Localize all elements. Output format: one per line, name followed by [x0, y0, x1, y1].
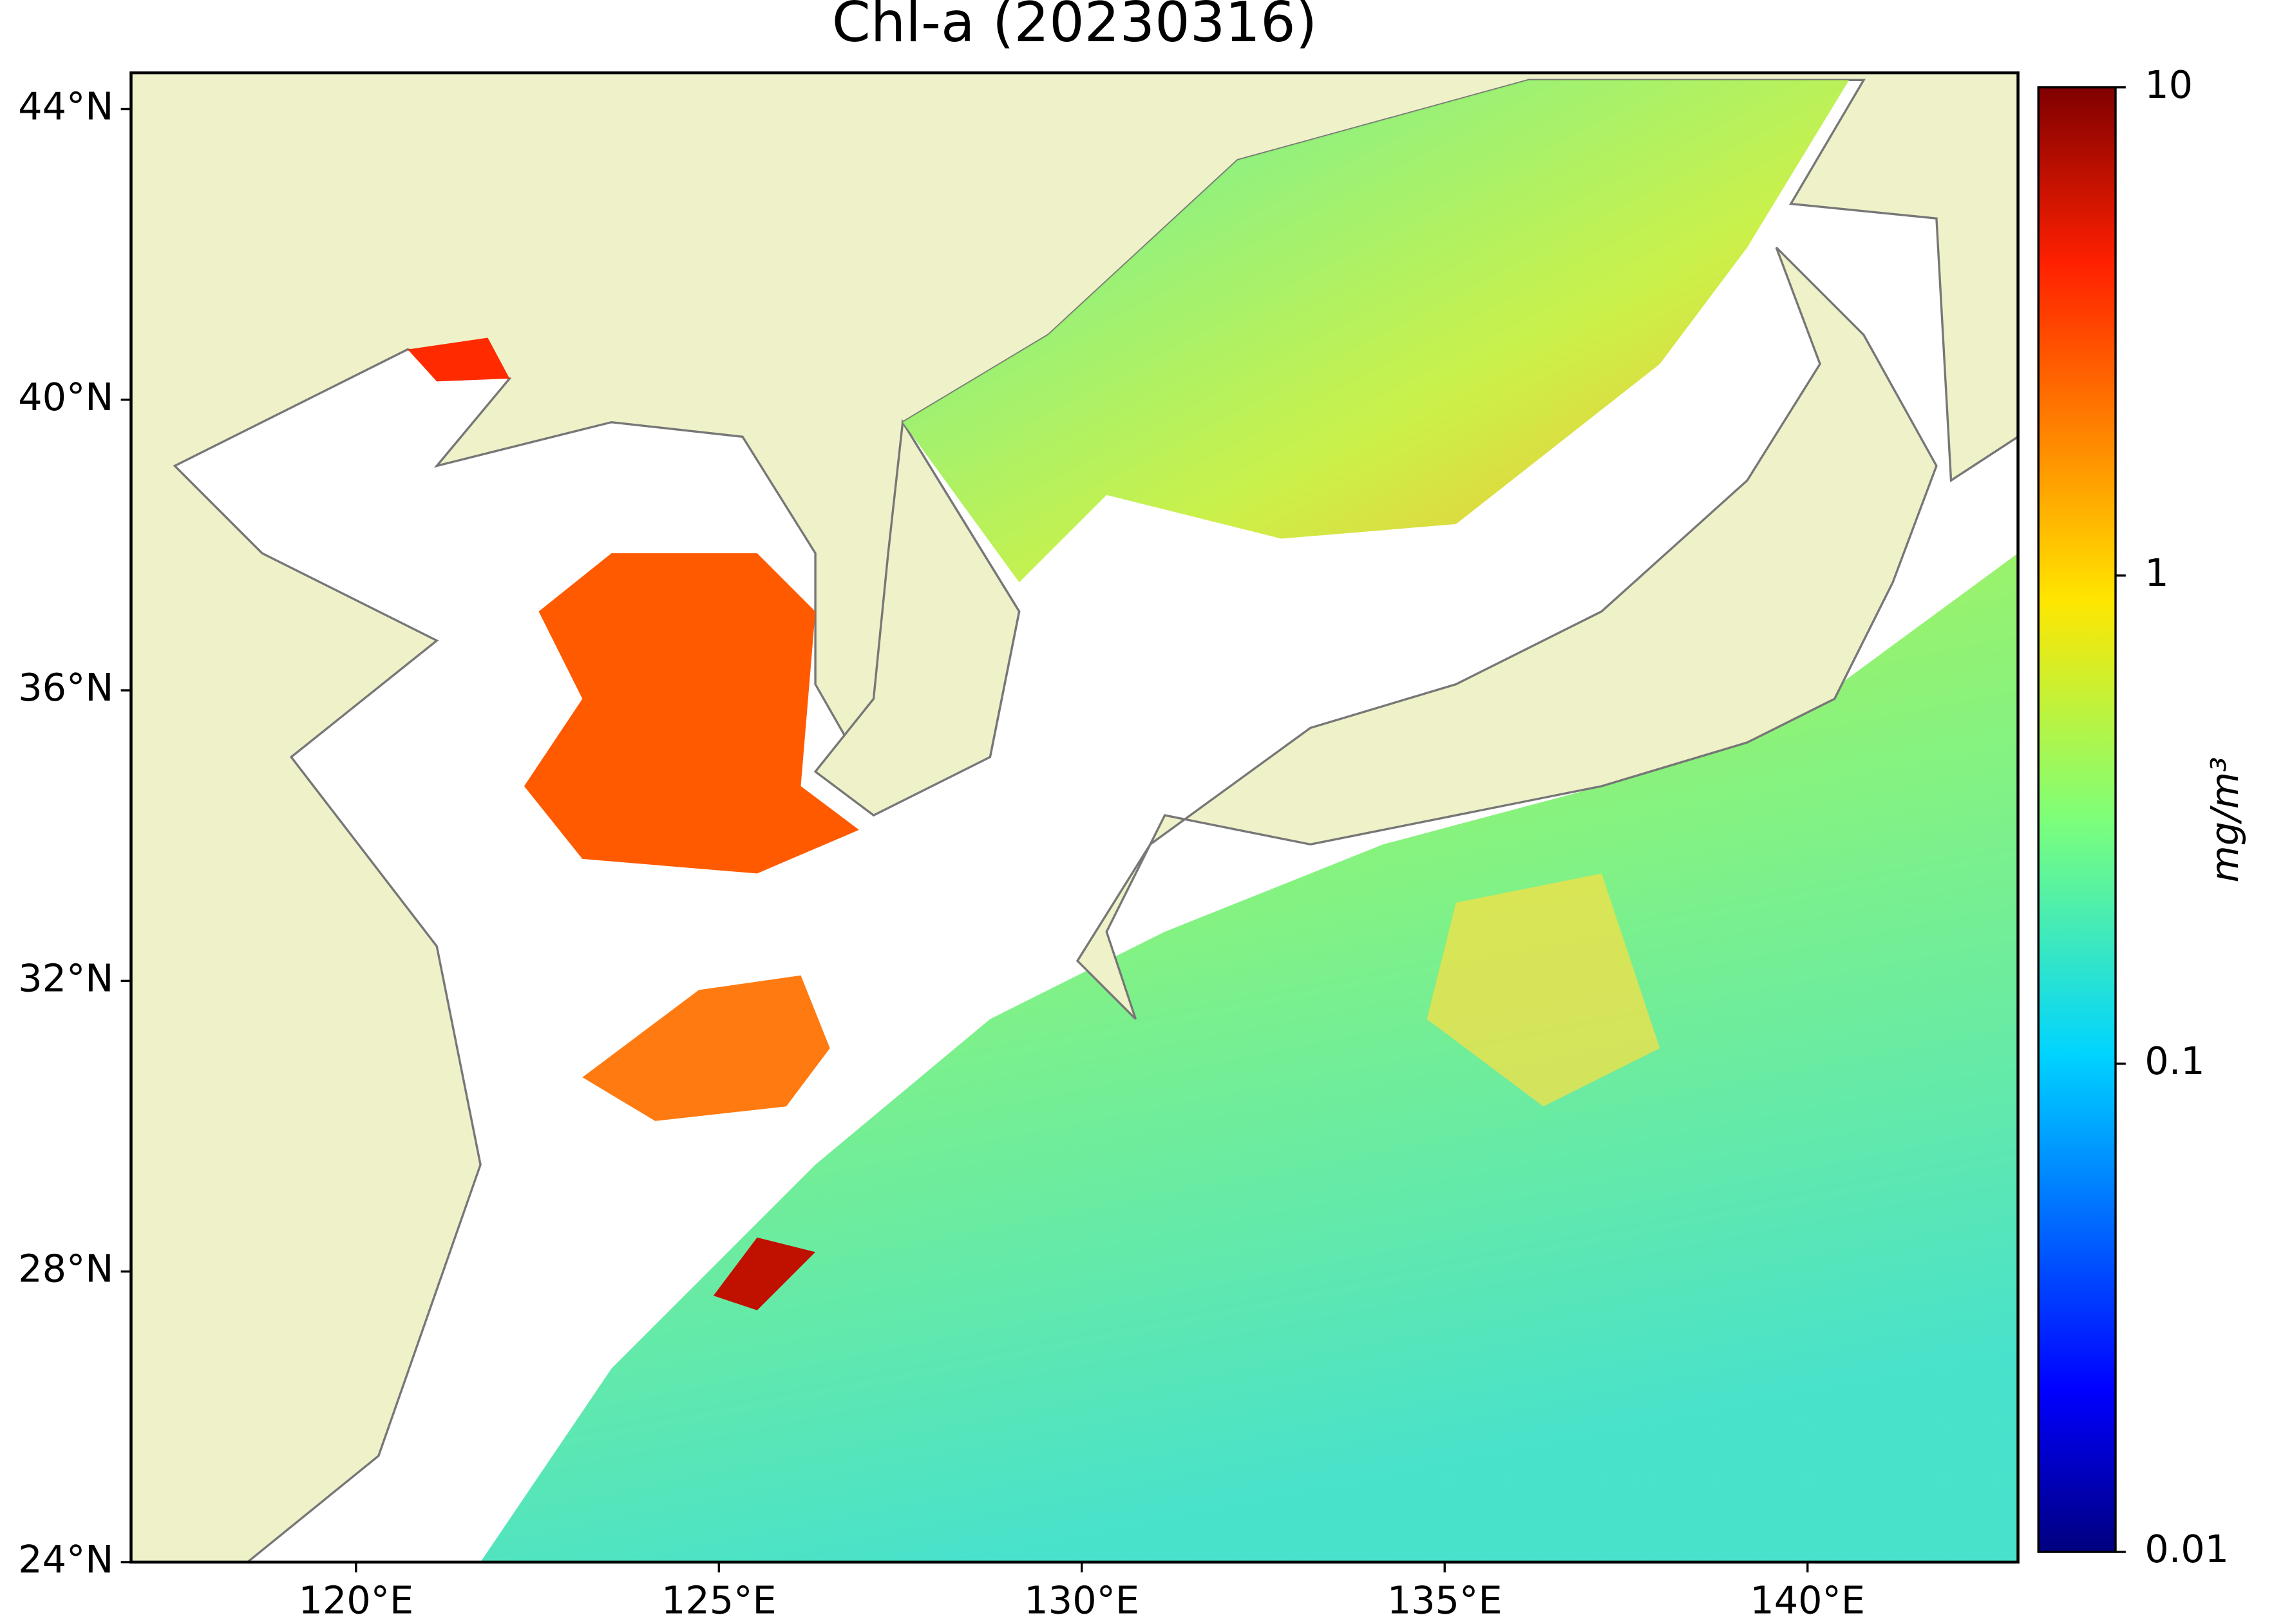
y-tick-label: 36°N	[18, 665, 113, 710]
ecs-chl	[582, 975, 830, 1121]
y-tick-label: 40°N	[18, 375, 113, 419]
map	[131, 73, 2018, 1562]
colorbar-tick-label: 1	[2145, 551, 2168, 595]
korea	[813, 419, 1021, 817]
y-tick-label: 32°N	[18, 956, 113, 1000]
colorbar	[2037, 86, 2117, 1553]
chart-title: Chl-a (20230316)	[832, 0, 1318, 55]
map-frame	[129, 71, 2020, 1564]
colorbar-tick-label: 10	[2145, 62, 2193, 107]
colorbar-tick-label: 0.01	[2145, 1527, 2229, 1571]
colorbar-tick-label: 0.1	[2145, 1039, 2204, 1083]
bohai-chl	[408, 337, 510, 382]
japan	[1075, 247, 1938, 1020]
x-tick-label: 120°E	[298, 1578, 413, 1622]
east-sea-chl	[902, 80, 1850, 583]
offshore-chl	[1426, 873, 1660, 1107]
y-tick-label: 44°N	[18, 84, 113, 129]
colorbar-label: mg/m³	[2202, 757, 2247, 882]
x-tick-label: 130°E	[1024, 1578, 1139, 1622]
x-tick-label: 140°E	[1750, 1578, 1865, 1622]
ocean-chl	[480, 553, 2018, 1562]
y-tick-label: 24°N	[18, 1537, 113, 1582]
y-tick-label: 28°N	[18, 1247, 113, 1291]
x-tick-label: 135°E	[1387, 1578, 1502, 1622]
kuroshio-chl	[713, 1237, 816, 1310]
x-tick-label: 125°E	[661, 1578, 777, 1622]
yellow-sea-chl	[524, 553, 859, 874]
